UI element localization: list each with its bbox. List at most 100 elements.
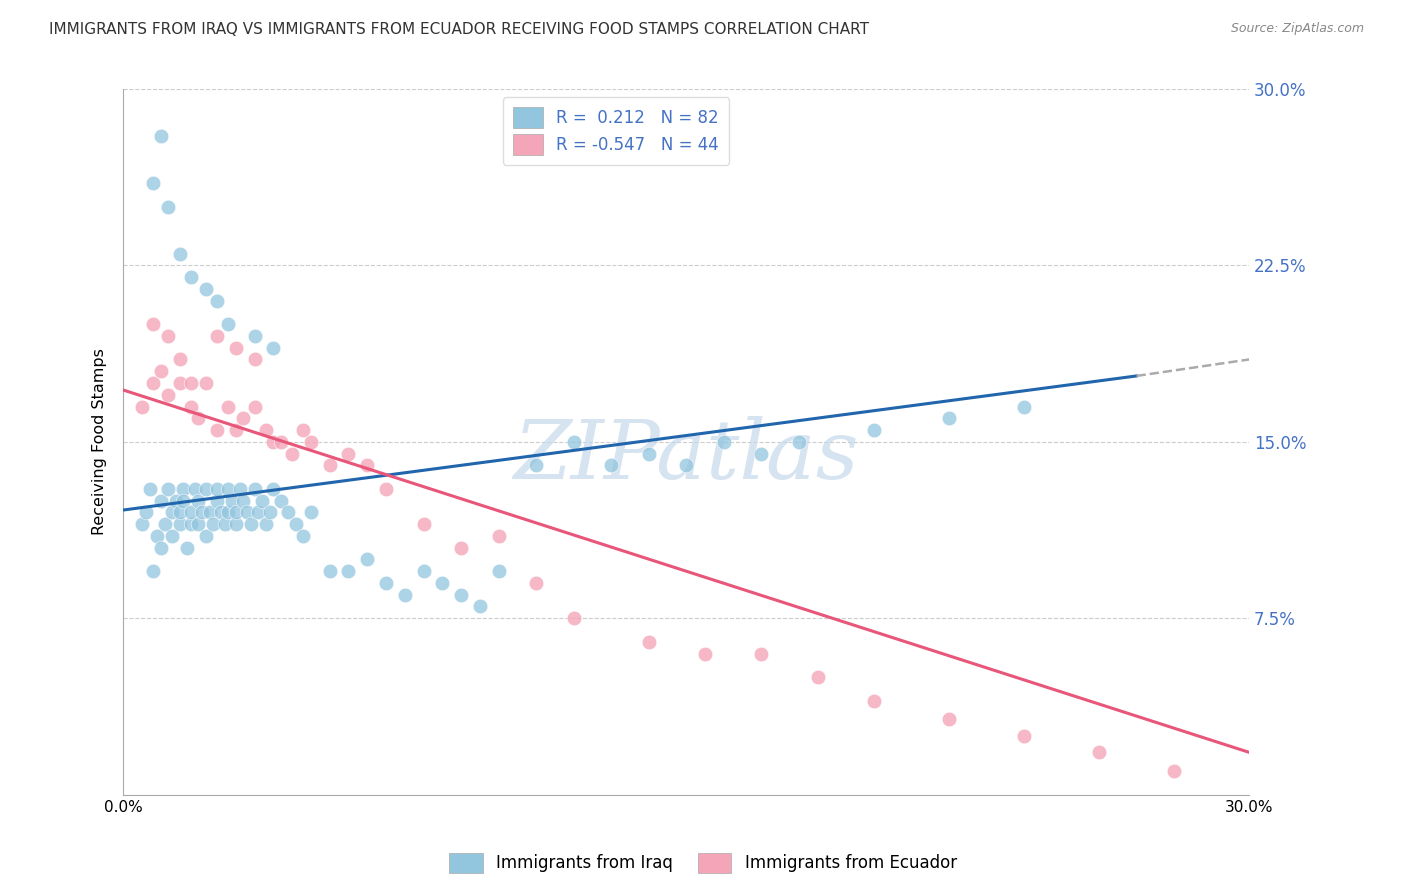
Point	[217, 400, 239, 414]
Point	[693, 647, 716, 661]
Point	[277, 505, 299, 519]
Point	[180, 505, 202, 519]
Point	[157, 200, 180, 214]
Point	[142, 376, 165, 390]
Point	[194, 376, 217, 390]
Point	[749, 446, 772, 460]
Point	[254, 517, 277, 532]
Point	[202, 517, 225, 532]
Text: Source: ZipAtlas.com: Source: ZipAtlas.com	[1230, 22, 1364, 36]
Point	[412, 517, 434, 532]
Point	[270, 493, 292, 508]
Point	[239, 517, 262, 532]
Point	[337, 564, 360, 578]
Point	[183, 482, 205, 496]
Point	[250, 493, 273, 508]
Point	[217, 482, 239, 496]
Point	[468, 599, 491, 614]
Point	[562, 434, 585, 449]
Point	[319, 564, 342, 578]
Point	[243, 352, 266, 367]
Text: IMMIGRANTS FROM IRAQ VS IMMIGRANTS FROM ECUADOR RECEIVING FOOD STAMPS CORRELATIO: IMMIGRANTS FROM IRAQ VS IMMIGRANTS FROM …	[49, 22, 869, 37]
Point	[194, 282, 217, 296]
Point	[172, 493, 194, 508]
Point	[146, 529, 169, 543]
Point	[292, 423, 315, 437]
Point	[191, 505, 214, 519]
Point	[432, 576, 454, 591]
Point	[524, 576, 547, 591]
Point	[157, 388, 180, 402]
Point	[637, 634, 659, 648]
Point	[787, 434, 810, 449]
Point	[209, 505, 232, 519]
Point	[205, 493, 228, 508]
Point	[180, 517, 202, 532]
Point	[232, 493, 254, 508]
Point	[142, 176, 165, 190]
Point	[1012, 400, 1035, 414]
Point	[450, 541, 472, 555]
Point	[863, 423, 886, 437]
Point	[160, 505, 183, 519]
Legend: R =  0.212   N = 82, R = -0.547   N = 44: R = 0.212 N = 82, R = -0.547 N = 44	[503, 97, 730, 164]
Y-axis label: Receiving Food Stamps: Receiving Food Stamps	[93, 349, 107, 535]
Point	[713, 434, 735, 449]
Point	[600, 458, 623, 473]
Point	[131, 400, 153, 414]
Point	[142, 564, 165, 578]
Point	[259, 505, 281, 519]
Point	[938, 713, 960, 727]
Point	[169, 246, 191, 260]
Point	[284, 517, 307, 532]
Point	[281, 446, 304, 460]
Point	[1163, 764, 1185, 779]
Point	[187, 411, 209, 425]
Point	[187, 493, 209, 508]
Point	[394, 588, 416, 602]
Point	[243, 329, 266, 343]
Point	[225, 517, 247, 532]
Point	[228, 482, 250, 496]
Point	[488, 564, 510, 578]
Point	[262, 482, 284, 496]
Point	[232, 411, 254, 425]
Point	[205, 329, 228, 343]
Point	[217, 317, 239, 331]
Point	[138, 482, 160, 496]
Point	[225, 505, 247, 519]
Point	[806, 670, 828, 684]
Point	[131, 517, 153, 532]
Point	[142, 317, 165, 331]
Point	[153, 517, 176, 532]
Point	[375, 482, 398, 496]
Point	[194, 482, 217, 496]
Point	[299, 434, 322, 449]
Point	[562, 611, 585, 625]
Point	[169, 517, 191, 532]
Point	[205, 482, 228, 496]
Point	[247, 505, 270, 519]
Point	[375, 576, 398, 591]
Point	[214, 517, 236, 532]
Point	[157, 482, 180, 496]
Point	[149, 364, 172, 378]
Point	[243, 482, 266, 496]
Point	[225, 341, 247, 355]
Point	[524, 458, 547, 473]
Point	[337, 446, 360, 460]
Point	[675, 458, 697, 473]
Point	[319, 458, 342, 473]
Point	[225, 423, 247, 437]
Point	[149, 541, 172, 555]
Point	[299, 505, 322, 519]
Point	[169, 505, 191, 519]
Point	[488, 529, 510, 543]
Point	[176, 541, 198, 555]
Point	[243, 400, 266, 414]
Point	[160, 529, 183, 543]
Point	[172, 482, 194, 496]
Point	[938, 411, 960, 425]
Point	[262, 434, 284, 449]
Point	[262, 341, 284, 355]
